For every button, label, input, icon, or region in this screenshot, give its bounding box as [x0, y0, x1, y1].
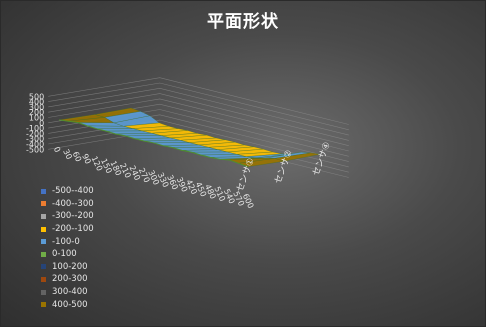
legend-item: 200-300	[41, 273, 94, 286]
chart-title: 平面形状	[207, 12, 279, 32]
legend-swatch	[41, 239, 46, 245]
legend-item: -200--100	[41, 223, 94, 236]
legend-label: -300--200	[52, 211, 94, 222]
legend-label: -100-0	[52, 236, 80, 247]
gridline	[48, 114, 349, 162]
gridline	[48, 82, 349, 131]
legend-label: -500--400	[52, 186, 94, 197]
legend-swatch	[41, 289, 46, 295]
z-tick-label: 300	[29, 103, 44, 112]
legend-label: 0-100	[52, 249, 77, 260]
x-tick-label: 0	[52, 145, 62, 153]
legend: -500--400 -400--300 -300--200 -200--100 -100…	[41, 185, 94, 311]
z-tick-label: -300	[26, 135, 44, 144]
front-edge	[58, 119, 249, 168]
legend-label: 100-200	[52, 261, 88, 272]
gridline	[48, 119, 349, 168]
x-tick-label: 30	[61, 148, 73, 161]
legend-swatch	[41, 226, 46, 232]
legend-item: 0-100	[41, 248, 94, 261]
z-tick-label: 0	[39, 119, 44, 128]
legend-item: 300-400	[41, 286, 94, 299]
legend-item: -500--400	[41, 185, 94, 198]
z-tick-label: -500	[26, 145, 44, 154]
z-tick-label: 200	[29, 108, 44, 117]
legend-swatch	[41, 302, 46, 308]
gridline	[48, 77, 349, 125]
z-tick-label: 100	[29, 114, 44, 123]
z-tick-label: -400	[26, 140, 44, 149]
legend-swatch	[41, 213, 46, 219]
z-tick-label: 400	[29, 98, 44, 107]
z-tick-label: 500	[29, 92, 44, 101]
legend-label: 200-300	[52, 274, 88, 285]
z-tick-label: -200	[26, 129, 44, 138]
legend-label: -200--100	[52, 224, 94, 235]
legend-swatch	[41, 251, 46, 257]
legend-item: -100-0	[41, 235, 94, 248]
x-tick-label: 60	[71, 150, 83, 163]
legend-label: 300-400	[52, 287, 88, 298]
legend-item: 400-500	[41, 298, 94, 311]
gridline	[48, 98, 349, 146]
legend-item: -400--300	[41, 198, 94, 211]
legend-label: 400-500	[52, 299, 88, 310]
x-tick-label: 90	[80, 152, 92, 165]
legend-swatch	[41, 276, 46, 282]
legend-label: -400--300	[52, 198, 94, 209]
legend-swatch	[41, 264, 46, 270]
legend-item: -300--200	[41, 210, 94, 223]
legend-item: 100-200	[41, 261, 94, 274]
legend-swatch	[41, 201, 46, 207]
gridline	[48, 93, 349, 141]
legend-swatch	[41, 188, 46, 194]
z-tick-label: -100	[26, 124, 44, 133]
gridline	[48, 87, 349, 136]
series-axis-label: センサ④	[310, 141, 332, 178]
